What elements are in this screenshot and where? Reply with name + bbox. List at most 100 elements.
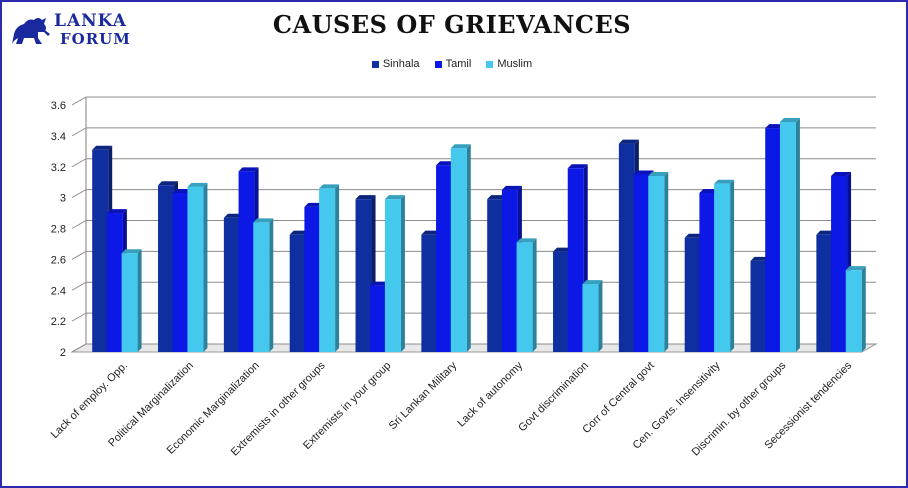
legend-label-sinhala: Sinhala [382, 58, 420, 70]
gridline-side [71, 343, 87, 353]
bar-top [238, 167, 259, 172]
y-tick-label: 2.6 [51, 254, 66, 266]
bar-sinhala [158, 185, 175, 352]
bar-sinhala [355, 199, 372, 352]
legend-swatch-muslim [486, 60, 494, 68]
bar-sinhala [750, 260, 767, 352]
bar-sinhala [92, 149, 109, 352]
bar-top [779, 117, 800, 122]
bar-sinhala [553, 251, 570, 352]
logo-text-lanka: LANKA [54, 11, 127, 31]
bar-side [598, 280, 603, 352]
bar-top [187, 182, 208, 187]
gridline-side [71, 250, 87, 260]
bar-muslim [845, 270, 862, 352]
bar-tamil [238, 171, 255, 352]
bar-side [335, 184, 340, 352]
y-tick-label: 3.4 [51, 131, 66, 143]
gridline-side [71, 220, 87, 229]
bar-side [466, 144, 471, 352]
bar-top [450, 144, 471, 149]
bar-tamil [699, 192, 716, 352]
y-tick-label: 3 [60, 193, 66, 205]
bar-side [664, 172, 669, 352]
gridline-side [71, 189, 87, 199]
bar-muslim [779, 121, 796, 352]
bar-muslim [450, 148, 467, 352]
bar-muslim [187, 186, 204, 352]
bar-tamil [831, 176, 848, 352]
legend-label-tamil: Tamil [445, 58, 472, 70]
bar-tamil [501, 189, 518, 352]
chart-legend: Sinhala Tamil Muslim [0, 58, 904, 70]
bar-top [831, 172, 852, 177]
lanka-forum-logo: LANKA FORUM [8, 10, 138, 52]
bar-sinhala [618, 143, 635, 352]
gridline-side [71, 281, 87, 291]
gridline-side [71, 127, 87, 137]
gridline-side [71, 158, 87, 168]
bar-top [253, 218, 274, 223]
logo-text-forum: FORUM [60, 30, 131, 48]
y-tick-label: 2.8 [51, 224, 66, 236]
bar-tamil [436, 165, 453, 352]
y-tick-label: 2 [60, 347, 66, 359]
bar-top [845, 266, 866, 271]
lion-icon [12, 18, 50, 44]
bar-muslim [384, 199, 401, 352]
bar-side [203, 182, 208, 352]
y-tick-label: 2.4 [51, 285, 66, 297]
bar-tamil [172, 192, 189, 352]
legend-swatch-sinhala [371, 60, 379, 68]
y-tick-label: 3.6 [51, 100, 66, 112]
bar-sinhala [487, 199, 504, 352]
bar-muslim [516, 242, 533, 352]
x-category-label: Lack of autonomy [455, 359, 525, 429]
y-tick-label: 3.2 [51, 162, 66, 174]
bar-muslim [582, 284, 599, 352]
gridline-side [71, 312, 87, 322]
bar-muslim [714, 183, 731, 352]
legend-swatch-tamil [434, 60, 442, 68]
bar-top [121, 249, 142, 254]
bar-top [384, 195, 405, 200]
x-category-label: Sri Lankan Military [387, 359, 460, 432]
bar-side [137, 249, 142, 352]
bar-top [355, 195, 376, 200]
bar-sinhala [816, 234, 833, 352]
x-category-label: Govt discrimination [516, 360, 591, 435]
bar-sinhala [684, 237, 701, 352]
bar-side [795, 117, 800, 352]
bar-muslim [648, 176, 665, 352]
bar-top [92, 145, 113, 150]
bar-top [582, 280, 603, 285]
bar-sinhala [223, 217, 240, 352]
bar-tamil [633, 174, 650, 352]
bar-tamil [567, 168, 584, 352]
bar-side [730, 179, 735, 352]
legend-item-sinhala: Sinhala [371, 58, 420, 70]
y-tick-label: 2.2 [51, 316, 66, 328]
bar-top [319, 184, 340, 189]
bar-top [633, 170, 654, 175]
bar-top [618, 139, 639, 144]
bar-muslim [319, 188, 336, 352]
bar-tamil [304, 206, 321, 352]
bar-tamil [765, 128, 782, 352]
chart-title: CAUSES OF GRIEVANCES [272, 10, 632, 39]
bar-muslim [253, 222, 270, 352]
bar-top [106, 209, 127, 214]
bar-top [501, 185, 522, 190]
bar-side [532, 238, 537, 352]
bar-sinhala [289, 234, 306, 352]
bar-tamil [370, 285, 387, 352]
bar-top [158, 181, 179, 186]
x-category-label: Corr of Central govt [580, 360, 656, 436]
bar-muslim [121, 253, 138, 352]
bar-top [567, 164, 588, 169]
bar-sinhala [421, 234, 438, 352]
bar-side [400, 195, 405, 352]
bar-top [648, 172, 669, 177]
bar-tamil [106, 213, 123, 352]
